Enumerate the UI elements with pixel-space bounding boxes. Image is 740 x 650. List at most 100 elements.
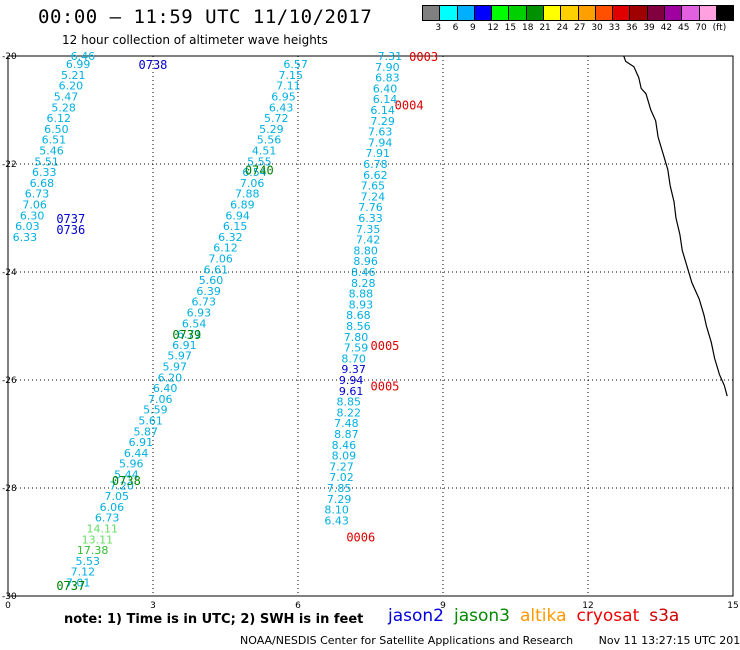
legend-label: 12 <box>487 23 499 33</box>
wave-height-label: 6.73 <box>95 512 120 525</box>
wave-height-label: 5.87 <box>134 425 159 438</box>
legend-label: 45 <box>678 23 690 33</box>
wave-height-label: 5.59 <box>143 404 168 417</box>
footer-credit: NOAA/NESDIS Center for Satellite Applica… <box>240 634 574 647</box>
wave-height-label: 6.12 <box>47 112 72 125</box>
wave-height-label: 6.51 <box>42 134 67 147</box>
wave-height-label: 7.94 <box>368 136 393 149</box>
wave-height-label: 8.88 <box>349 288 374 301</box>
legend-swatch <box>526 6 544 20</box>
map-frame <box>7 55 734 597</box>
wave-height-label: 6.71 <box>177 328 202 341</box>
wave-height-label: 6.39 <box>196 285 221 298</box>
wave-height-label: 7.63 <box>368 126 393 139</box>
wave-height-label: 6.95 <box>271 91 296 104</box>
wave-height-label: 6.83 <box>375 72 400 85</box>
legend-label: 42 <box>660 23 673 33</box>
wave-height-label: 7.05 <box>105 490 130 503</box>
wave-height-label: 7.31 <box>378 50 403 63</box>
legend-swatch <box>613 6 631 20</box>
wave-height-label: 5.97 <box>163 361 188 374</box>
wave-height-label: 7.20 <box>109 479 134 492</box>
wave-height-label: 6.15 <box>223 220 248 233</box>
pass-id-label: 0003 <box>409 50 438 64</box>
satellite-jason2: jason2 <box>388 606 444 626</box>
wave-height-label: 6.99 <box>66 58 91 71</box>
x-tick-label: 6 <box>295 601 301 611</box>
wave-height-label: 5.60 <box>199 274 224 287</box>
wave-height-label: 6.32 <box>218 231 243 244</box>
satellite-altika: altika <box>520 606 567 626</box>
legend-label: 3 <box>435 23 442 33</box>
legend-swatch <box>664 6 683 20</box>
wave-height-label: 6.40 <box>373 82 398 95</box>
wave-height-label: 5.97 <box>167 350 192 363</box>
wave-height-label: 8.46 <box>332 439 357 452</box>
wave-height-label: 8.68 <box>346 309 371 322</box>
wave-height-label: 7.90 <box>375 61 400 74</box>
pass-id-label: 0737 <box>56 212 85 226</box>
legend-swatch <box>716 6 734 20</box>
wave-height-label: 6.03 <box>15 220 40 233</box>
wave-height-label: 8.96 <box>353 255 378 268</box>
legend-label: 70 <box>695 23 707 33</box>
y-tick-label: -20 <box>2 52 17 62</box>
wave-height-label: 5.96 <box>119 458 144 471</box>
wave-height-label: 8.56 <box>346 320 371 333</box>
legend-swatch <box>543 6 562 20</box>
legend-label: 21 <box>539 23 551 33</box>
wave-height-label: 6.40 <box>153 382 178 395</box>
wave-height-label: 7.12 <box>71 566 96 579</box>
wave-height-label: 6.68 <box>30 177 55 190</box>
wave-height-label: 7.65 <box>361 180 386 193</box>
wave-height-label: 6.54 <box>182 317 207 330</box>
legend-swatch <box>630 6 648 20</box>
wave-height-label: 5.28 <box>51 101 76 114</box>
wave-height-label: 8.09 <box>332 450 357 463</box>
note-text: note: 1) Time is in UTC; 2) SWH is in fe… <box>64 612 364 627</box>
wave-height-label: 8.22 <box>337 406 362 419</box>
legend-labels: 3 6 9 12 15 18 21 24 27 30 33 36 39 42 45 70 (ft) <box>422 21 734 35</box>
legend-swatch <box>474 6 493 20</box>
y-tick-label: -22 <box>2 160 17 170</box>
wave-height-label: 7.85 <box>327 482 352 495</box>
wave-height-label: 7.01 <box>66 577 91 590</box>
wave-height-label: 6.54 <box>242 166 267 179</box>
wave-height-label: 6.61 <box>204 263 229 276</box>
wave-height-label: 7.06 <box>22 199 47 212</box>
wave-height-label: 5.29 <box>259 123 284 136</box>
legend-label: 36 <box>626 23 638 33</box>
wave-height-label: 6.06 <box>100 501 125 514</box>
y-tick-label: -28 <box>2 484 17 494</box>
wave-height-label: 5.55 <box>247 155 272 168</box>
wave-height-label: 7.24 <box>361 190 386 203</box>
wave-height-label: 6.89 <box>230 199 255 212</box>
wave-height-label: 7.80 <box>344 331 369 344</box>
wave-height-label: 5.46 <box>39 145 64 158</box>
wave-height-label: 7.06 <box>148 393 173 406</box>
pass-id-label: 0740 <box>245 163 274 177</box>
wave-height-label: 6.43 <box>269 101 294 114</box>
x-tick-label: 3 <box>150 601 156 611</box>
wave-height-label: 8.80 <box>353 244 378 257</box>
color-legend: 3 6 9 12 15 18 21 24 27 30 33 36 39 42 45 70 (ft) <box>422 5 734 35</box>
wave-height-label: 8.28 <box>351 277 376 290</box>
satellite-s3a: s3a <box>649 606 680 626</box>
pass-id-label: 0004 <box>395 99 424 113</box>
wave-height-label: 14.11 <box>87 523 119 536</box>
wave-height-label: 7.59 <box>344 342 369 355</box>
wave-height-label: 5.21 <box>61 69 86 82</box>
satellite-cryosat: cryosat <box>576 606 640 626</box>
legend-label: 24 <box>556 23 569 33</box>
legend-label: 33 <box>608 23 621 33</box>
wave-height-label: 6.57 <box>283 58 308 71</box>
legend-swatch <box>440 6 458 20</box>
legend-swatch <box>492 6 510 20</box>
wave-height-label: 5.44 <box>114 469 139 482</box>
wave-height-label: 5.53 <box>76 555 101 568</box>
pass-id-label: 0005 <box>371 379 400 393</box>
x-tick-label: 9 <box>440 601 446 611</box>
legend-label: 9 <box>470 23 476 33</box>
coastline <box>623 55 728 397</box>
